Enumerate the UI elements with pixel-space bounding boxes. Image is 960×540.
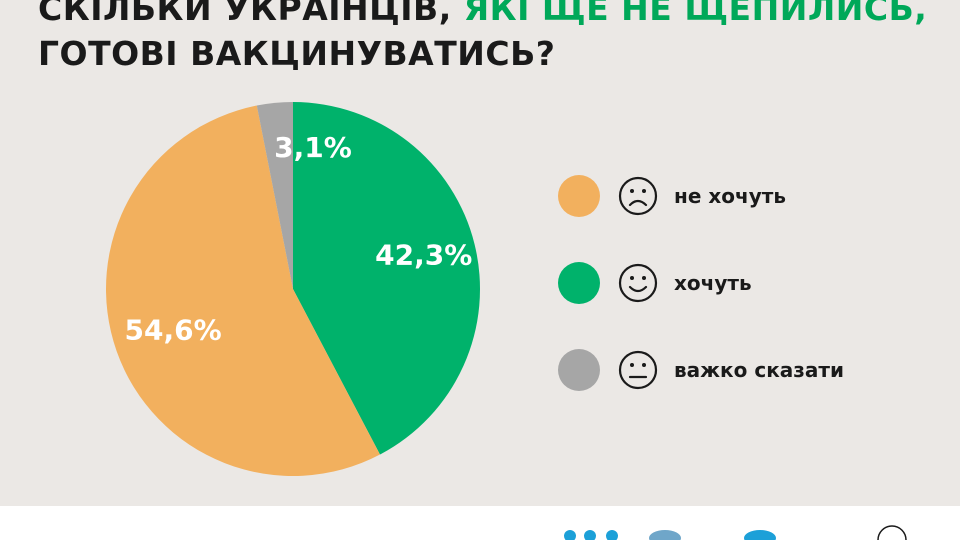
sad-face-icon [618, 176, 658, 216]
neutral-face-icon [618, 350, 658, 390]
legend-label-not-want: не хочуть [674, 184, 786, 208]
pie-slice-2 [256, 102, 293, 289]
chart-title: Скільки українців, які ще не щепились, г… [38, 0, 927, 76]
legend-swatch-hard-to-say [558, 349, 600, 391]
title-line-2: готові вакцинуватись? [38, 34, 556, 73]
partner-logo-2 [649, 530, 681, 540]
slice-label-2: 3,1% [274, 131, 352, 164]
title-part-1: Скільки українців, [38, 0, 464, 28]
pie-slice-1 [106, 105, 380, 476]
legend: не хочуть хочуть важко сказати [558, 175, 844, 436]
legend-item-want: хочуть [558, 262, 844, 304]
pie-slice-0 [293, 102, 481, 455]
smile-face-icon [618, 263, 658, 303]
footer-logo-strip [0, 506, 960, 540]
legend-label-hard-to-say: важко сказати [674, 358, 844, 382]
legend-swatch-want [558, 262, 600, 304]
legend-item-hard-to-say: важко сказати [558, 349, 844, 391]
legend-label-want: хочуть [674, 271, 752, 295]
partner-logo-4 [877, 525, 907, 540]
legend-item-not-want: не хочуть [558, 175, 844, 217]
title-part-2: які ще не щепились, [463, 0, 928, 28]
partner-logo-1 [564, 530, 618, 540]
legend-swatch-not-want [558, 175, 600, 217]
slice-label-0: 42,3% [375, 239, 472, 272]
slice-label-1: 54,6% [125, 313, 222, 346]
pie-chart: 42,3% 54,6% 3,1% [106, 102, 481, 476]
partner-logo-3 [744, 530, 776, 540]
